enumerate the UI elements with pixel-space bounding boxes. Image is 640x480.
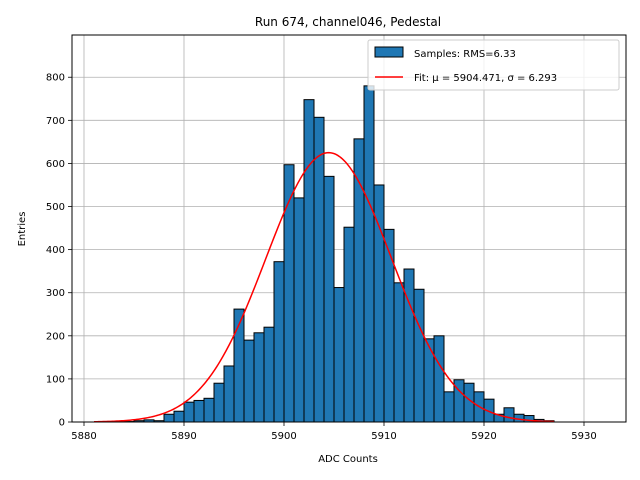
histogram-bar	[433, 335, 445, 423]
x-axis-ticks: 5880 5890 5900 5910 5920 5930	[71, 422, 597, 442]
y-tick-label: 400	[46, 245, 65, 256]
histogram-bar	[313, 116, 325, 423]
legend: Samples: RMS=6.33 Fit: μ = 5904.471, σ =…	[367, 39, 620, 91]
histogram-bar	[333, 287, 345, 423]
histogram-bar	[443, 391, 455, 423]
histogram-bar	[393, 282, 405, 423]
histogram-bar	[213, 382, 225, 423]
histogram-bar	[183, 401, 195, 423]
y-tick-label: 0	[59, 418, 65, 429]
histogram-bar	[173, 410, 185, 423]
grid	[72, 35, 626, 423]
histogram-bar	[343, 226, 355, 423]
histogram-bar	[243, 339, 255, 423]
y-axis-label: Entries	[17, 212, 28, 247]
plot-frame	[71, 34, 627, 423]
x-axis-label: ADC Counts	[318, 454, 378, 465]
histogram-bar	[423, 338, 435, 423]
y-tick-label: 500	[46, 202, 65, 213]
histogram-bar	[503, 407, 515, 423]
histogram-bar	[163, 413, 175, 423]
histogram-bar	[403, 268, 415, 423]
x-tick-label: 5880	[71, 431, 96, 442]
histogram-bar	[413, 288, 425, 423]
fit-curve	[93, 151, 555, 423]
x-tick-label: 5890	[171, 431, 196, 442]
histogram-bar	[223, 365, 235, 423]
histogram-bar	[373, 184, 385, 423]
y-tick-label: 300	[46, 288, 65, 299]
x-tick-label: 5910	[371, 431, 396, 442]
y-tick-label: 200	[46, 331, 65, 342]
legend-box	[367, 39, 620, 91]
histogram-bar	[323, 175, 335, 423]
histogram-bar	[193, 399, 205, 423]
x-tick-label: 5930	[571, 431, 596, 442]
histogram-bar	[263, 326, 275, 423]
x-tick-label: 5920	[471, 431, 496, 442]
y-tick-label: 700	[46, 116, 65, 127]
legend-swatch-samples	[374, 46, 404, 58]
y-tick-label: 100	[46, 374, 65, 385]
x-tick-label: 5900	[271, 431, 296, 442]
legend-label-fit: Fit: μ = 5904.471, σ = 6.293	[414, 73, 557, 84]
histogram-bar	[363, 85, 375, 423]
legend-label-samples: Samples: RMS=6.33	[414, 49, 516, 60]
histogram-bar	[383, 228, 395, 423]
y-tick-label: 600	[46, 159, 65, 170]
y-axis-ticks: 0 100 200 300 400 500 600 700 800	[46, 73, 72, 429]
histogram-bar	[273, 261, 285, 423]
histogram-bars	[123, 85, 555, 423]
y-tick-label: 800	[46, 73, 65, 84]
histogram-bar	[203, 397, 215, 423]
histogram-bar	[283, 164, 295, 423]
histogram-bar	[253, 332, 265, 423]
histogram-bar	[293, 197, 305, 423]
histogram-bar	[303, 99, 315, 423]
chart-title: Run 674, channel046, Pedestal	[255, 15, 441, 29]
